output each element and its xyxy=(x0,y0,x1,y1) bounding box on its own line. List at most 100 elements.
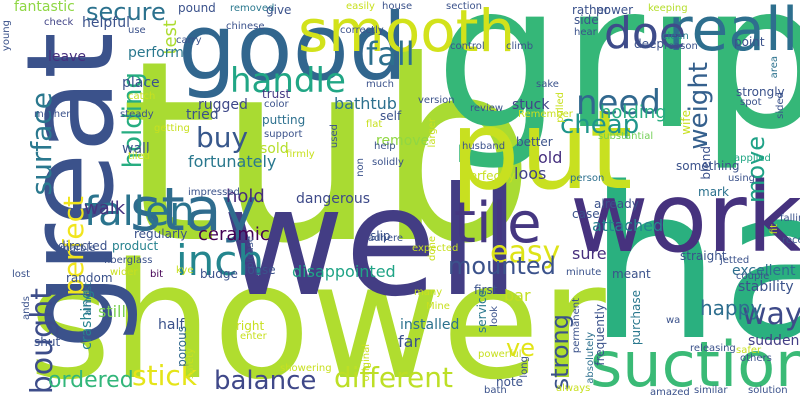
cloud-word: work xyxy=(570,162,800,274)
cloud-word: suction xyxy=(590,328,800,400)
cloud-word: color xyxy=(264,99,289,110)
cloud-word: carry xyxy=(176,35,202,46)
cloud-word: installed xyxy=(400,317,460,333)
cloud-word: move xyxy=(742,136,770,204)
cloud-word: used xyxy=(329,124,340,149)
cloud-word: solution xyxy=(748,385,788,396)
cloud-word: version xyxy=(418,95,455,106)
cloud-word: getting xyxy=(154,123,190,134)
cloud-word: climb xyxy=(506,41,534,52)
cloud-word: ceramic xyxy=(198,224,270,245)
cloud-word: catch xyxy=(128,91,156,102)
cloud-word: half xyxy=(158,317,185,333)
cloud-word: random xyxy=(66,271,113,285)
cloud-word: look xyxy=(489,306,500,327)
cloud-word: perfectly xyxy=(462,169,516,183)
cloud-word: fiberglass xyxy=(104,255,153,266)
cloud-word: case xyxy=(572,207,600,221)
cloud-word: bit xyxy=(150,269,164,280)
cloud-word: walk xyxy=(84,198,126,219)
cloud-word: tile xyxy=(454,191,542,256)
cloud-word: regularly xyxy=(134,227,188,241)
cloud-word: using xyxy=(728,173,756,184)
cloud-word: easily xyxy=(346,1,375,12)
cloud-word: powerful xyxy=(478,349,522,360)
cloud-word: expected xyxy=(412,243,459,254)
cloud-word: lost xyxy=(12,269,31,280)
cloud-word: something xyxy=(676,159,740,173)
cloud-word: applied xyxy=(734,153,771,164)
cloud-word: budge xyxy=(200,267,238,281)
cloud-word: grip xyxy=(435,0,800,174)
cloud-word: ha xyxy=(588,142,800,387)
cloud-word: doe xyxy=(604,8,686,59)
cloud-word: inch xyxy=(176,236,264,285)
cloud-word: way xyxy=(742,297,800,332)
cloud-word: wife xyxy=(679,110,693,135)
cloud-word: solidly xyxy=(372,157,404,168)
cloud-word: area xyxy=(769,56,780,79)
cloud-word: leave xyxy=(48,49,86,65)
cloud-word: others xyxy=(740,353,772,364)
cloud-word: old xyxy=(538,148,563,167)
cloud-word: young xyxy=(1,20,12,52)
cloud-word: disappointed xyxy=(292,262,396,281)
cloud-word: tub xyxy=(120,7,536,298)
cloud-word: happy xyxy=(700,296,763,320)
cloud-word: putting xyxy=(262,113,306,127)
cloud-word: straight xyxy=(680,249,727,263)
cloud-word: far xyxy=(398,332,421,351)
cloud-word: excellent xyxy=(732,263,796,279)
cloud-word: adhere xyxy=(368,233,404,244)
cloud-word: falling xyxy=(780,213,800,224)
cloud-word: sold xyxy=(260,141,289,157)
cloud-word: review xyxy=(470,103,504,114)
cloud-word: place xyxy=(122,75,160,91)
cloud-word: perform xyxy=(128,45,184,61)
cloud-word: sake xyxy=(536,79,559,90)
cloud-word: mounted xyxy=(448,252,556,280)
cloud-word: strong xyxy=(546,314,574,391)
cloud-word: jetted xyxy=(720,255,750,266)
cloud-word: note xyxy=(496,375,524,389)
cloud-word: really xyxy=(668,0,800,65)
cloud-word: need xyxy=(576,83,661,123)
cloud-word: flat xyxy=(366,119,383,130)
cloud-word: helpful xyxy=(82,15,130,31)
cloud-word: tiled xyxy=(128,151,150,162)
cloud-word: meant xyxy=(612,267,651,281)
cloud-word: almost xyxy=(83,282,94,316)
cloud-word: ordered xyxy=(48,368,134,393)
cloud-word: use xyxy=(128,25,146,36)
cloud-word: deep xyxy=(634,37,664,51)
cloud-word: spot xyxy=(740,97,762,108)
cloud-word: slip xyxy=(370,229,391,243)
cloud-word: house xyxy=(382,1,413,12)
cloud-word: person xyxy=(570,173,605,184)
cloud-word: fantastic xyxy=(14,0,75,15)
cloud-word: steady xyxy=(120,109,154,120)
cloud-word: marble xyxy=(60,243,96,254)
cloud-word: surface xyxy=(25,92,58,196)
cloud-word: larger xyxy=(427,118,438,148)
cloud-word: service xyxy=(475,290,489,333)
cloud-word: well xyxy=(222,156,521,330)
cloud-word: pound xyxy=(178,1,216,15)
cloud-word: Remember xyxy=(518,109,573,120)
cloud-word: couple xyxy=(736,271,770,282)
cloud-word: attached xyxy=(592,216,664,235)
cloud-word: check xyxy=(44,17,74,28)
cloud-word: good xyxy=(178,0,408,101)
cloud-word: wider xyxy=(110,267,138,278)
cloud-word: permanent xyxy=(571,298,582,354)
cloud-word: already xyxy=(594,197,639,211)
cloud-word: strongly xyxy=(736,85,785,99)
cloud-word: similar xyxy=(694,385,728,396)
cloud-word: secure xyxy=(86,0,166,26)
cloud-word: hold xyxy=(226,186,265,207)
cloud-word: fit xyxy=(769,224,780,235)
cloud-word: shut xyxy=(34,335,61,349)
cloud-word: right xyxy=(236,319,265,333)
cloud-word: help xyxy=(374,141,396,152)
cloud-word: keeping xyxy=(648,3,688,14)
